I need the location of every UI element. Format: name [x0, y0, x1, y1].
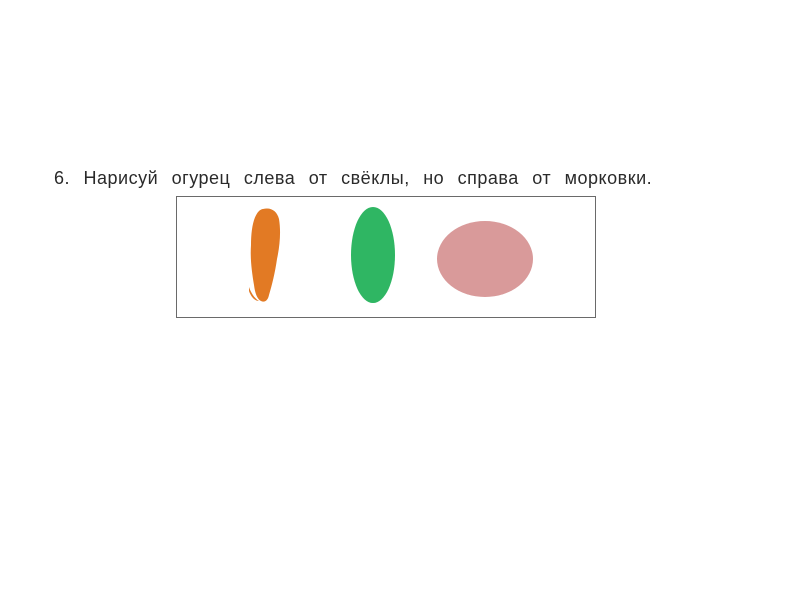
beet-icon: [437, 221, 533, 297]
shapes-svg: [177, 197, 595, 317]
cucumber-icon: [351, 207, 395, 303]
question-text: Нарисуй огурец слева от свёклы, но справ…: [84, 168, 653, 188]
worksheet-page: 6. Нарисуй огурец слева от свёклы, но сп…: [0, 0, 800, 600]
question-line: 6. Нарисуй огурец слева от свёклы, но сп…: [54, 168, 754, 189]
drawing-box: [176, 196, 596, 318]
question-number: 6.: [54, 168, 70, 188]
carrot-icon: [251, 208, 280, 301]
